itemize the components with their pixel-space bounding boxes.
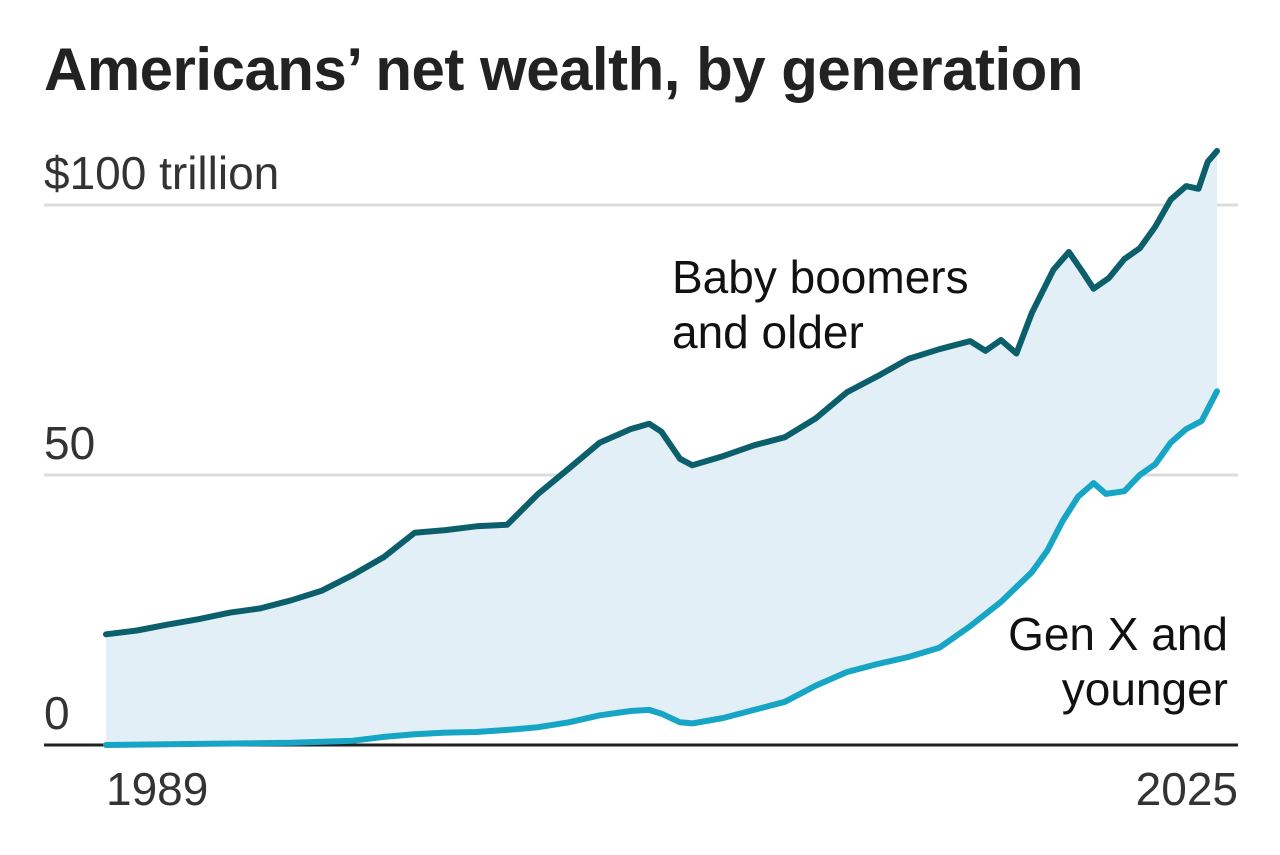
- lines-layer: [103, 148, 1220, 748]
- series-line-0: [103, 148, 1220, 638]
- series-label-0-line-0: Baby boomers: [672, 251, 969, 303]
- chart-title: Americans’ net wealth, by generation: [44, 36, 1083, 103]
- fill-layer: [106, 151, 1217, 745]
- series-label-0: Baby boomers and older: [672, 251, 969, 358]
- series-label-1-line-0: Gen X and: [1008, 608, 1228, 660]
- series-label-1-line-1: younger: [1062, 663, 1228, 715]
- series-label-1: Gen X and younger: [1008, 608, 1228, 715]
- area-between-series: [106, 151, 1217, 745]
- x-tick-label-1989: 1989: [106, 763, 208, 815]
- series-label-0-line-1: and older: [672, 306, 864, 358]
- labels-layer: 0 50 $100 trillion 1989 2025 Baby boomers and …: [44, 147, 1238, 815]
- series-line-1: [103, 388, 1220, 748]
- y-tick-label-0: 0: [44, 687, 70, 739]
- x-tick-label-2025: 2025: [1136, 763, 1238, 815]
- y-tick-label-50: 50: [44, 417, 95, 469]
- y-tick-label-100: $100 trillion: [44, 147, 279, 199]
